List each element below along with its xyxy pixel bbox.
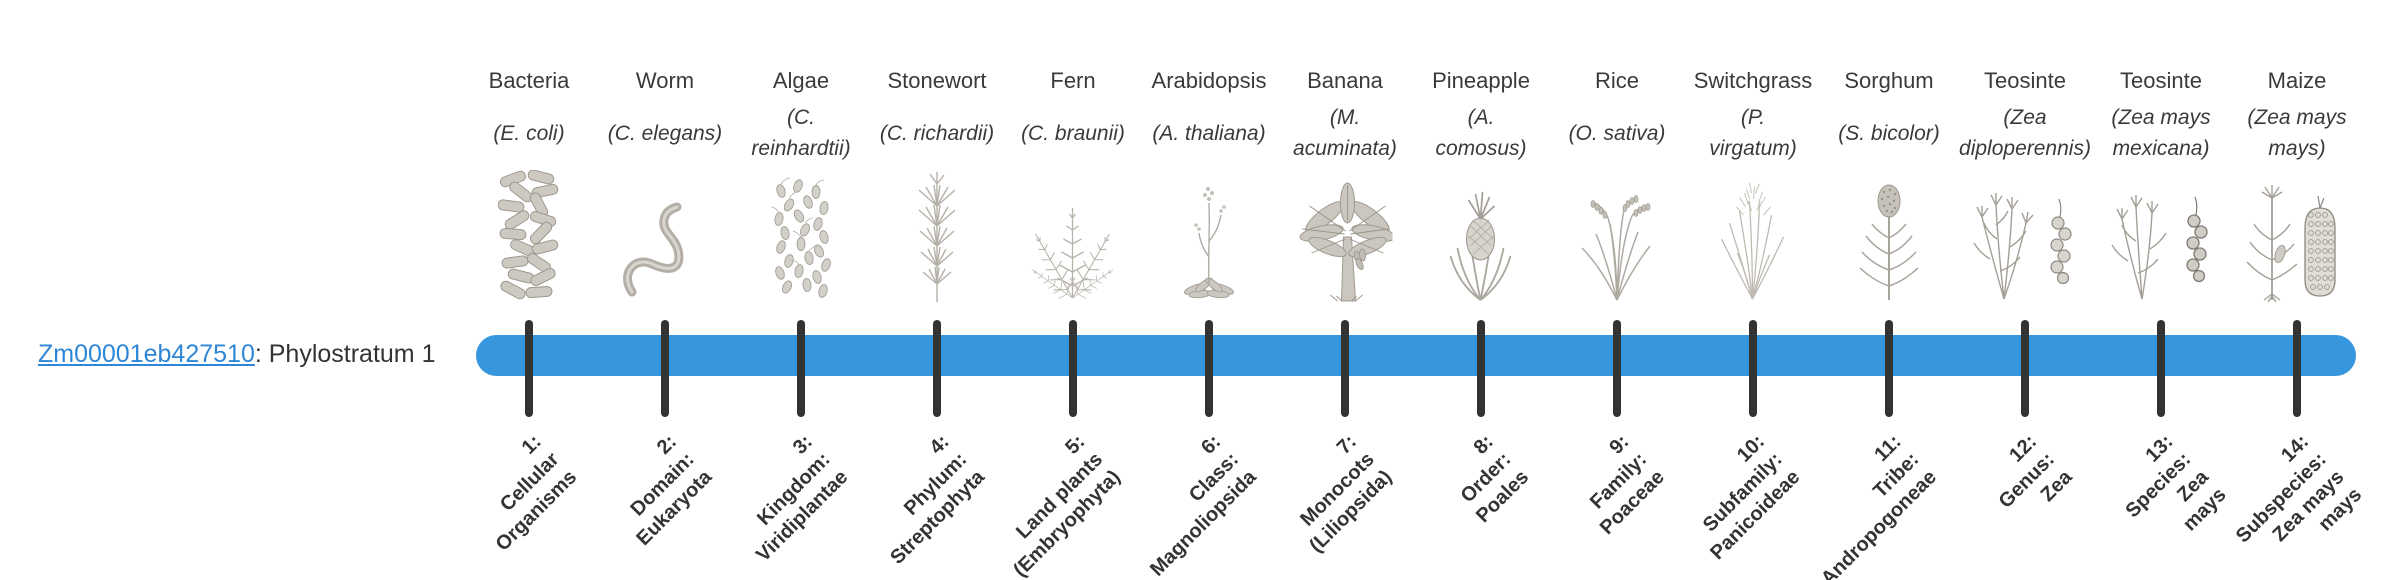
organism-column-stonewort: Stonewort (C. richardii) 4: Phylum: Stre…	[867, 0, 1007, 580]
organism-scientific-name: (S. bicolor)	[1838, 121, 1940, 145]
sorghum-image	[1854, 182, 1924, 302]
pineapple-image	[1449, 182, 1514, 302]
fern-image	[1024, 182, 1121, 306]
organism-name: Teosinte	[1984, 68, 2066, 93]
organism-scientific-name: (A. thaliana)	[1152, 121, 1266, 145]
bacteria-image	[497, 169, 560, 302]
timeline-tick	[2021, 320, 2029, 417]
teosinte-diploperennis-image	[1970, 187, 2080, 302]
stratum-label: 10: Subfamily: Panicoideae	[1699, 430, 1805, 565]
organism-column-maize: Maize (Zea mays mays)	[2227, 0, 2367, 580]
organism-scientific-name: (A. comosus)	[1435, 106, 1527, 160]
banana-image	[1298, 177, 1396, 302]
organism-name: Bacteria	[488, 68, 570, 93]
organism-name: Fern	[1050, 68, 1096, 93]
timeline-tick	[2157, 320, 2165, 417]
organism-name: Rice	[1594, 68, 1639, 93]
stratum-label: 2: Domain: Eukaryota	[626, 430, 717, 551]
gene-label: Zm00001eb427510: Phylostratum 1	[38, 340, 436, 369]
organism-column-algae: Algae (C. reinhardtii)	[731, 0, 871, 580]
organism-column-arabidopsis: Arabidopsis (A. thaliana) 6: Class: Magn…	[1139, 0, 1279, 580]
organism-scientific-name: (C. richardii)	[879, 121, 995, 145]
timeline-tick	[1885, 320, 1893, 417]
timeline-tick	[933, 320, 941, 417]
timeline-tick	[661, 320, 669, 417]
stratum-label: 12: Genus: Zea	[1994, 430, 2077, 513]
timeline-tick	[1477, 320, 1485, 417]
rice-image	[1572, 182, 1662, 302]
organism-name: Worm	[635, 68, 695, 93]
organism-name: Arabidopsis	[1151, 68, 1267, 93]
organism-name: Banana	[1307, 68, 1383, 93]
stratum-label: 8: Order: Poales	[1456, 430, 1533, 528]
timeline-tick	[525, 320, 533, 417]
organism-name: Sorghum	[1844, 68, 1934, 93]
timeline-tick	[1749, 320, 1757, 417]
organism-column-pineapple: Pineapple (A. comosus) 8: Order: Poales	[1411, 0, 1551, 580]
timeline-tick	[1341, 320, 1349, 417]
organism-name: Pineapple	[1432, 68, 1530, 93]
organism-column-teosinte-mexicana: Teosinte (Zea mays mexicana) 13: Species…	[2091, 0, 2231, 580]
timeline-tick	[1069, 320, 1077, 417]
algae-image	[770, 177, 831, 302]
organism-column-switchgrass: Switchgrass (P. virgatum) 10: Subfamily:…	[1683, 0, 1823, 580]
worm-image	[620, 202, 710, 302]
stratum-label: 14: Subspecies: Zea mays mays	[2232, 430, 2367, 548]
organism-scientific-name: (M. acuminata)	[1293, 106, 1397, 160]
maize-image	[2242, 182, 2352, 303]
phylostratum-bar	[476, 335, 2356, 376]
organism-column-bacteria: Bacteria (E. coli) 1: Cellular Organisms	[459, 0, 599, 580]
organism-column-rice: Rice (O. sativa) 9: Family: Poaceae	[1547, 0, 1687, 580]
gene-link[interactable]: Zm00001eb427510	[38, 340, 255, 368]
organism-name: Algae	[772, 68, 830, 93]
organism-name: Stonewort	[887, 68, 987, 93]
stratum-label: 3: Kingdom: Viridiplantae	[752, 430, 853, 567]
stratum-label: 13: Species: Zea mays	[2121, 430, 2231, 536]
organism-scientific-name: (E. coli)	[493, 121, 565, 145]
organism-name: Switchgrass	[1693, 68, 1813, 93]
stratum-label: 1: Cellular Organisms	[491, 430, 581, 556]
timeline-tick	[797, 320, 805, 417]
organism-scientific-name: (O. sativa)	[1568, 121, 1666, 145]
gene-label-suffix: : Phylostratum 1	[254, 340, 436, 368]
stratum-label: 4: Phylum: Streptophyta	[885, 430, 989, 569]
timeline-tick	[1205, 320, 1213, 417]
organism-name: Teosinte	[2120, 68, 2202, 93]
arabidopsis-image	[1174, 177, 1244, 302]
timeline-tick	[1613, 320, 1621, 417]
organism-column-sorghum: Sorghum (S. bicolor) 11: Tribe:	[1817, 0, 1959, 580]
switchgrass-image	[1716, 177, 1791, 302]
organism-column-fern: Fern (C. braunii) 5: Land plants (Embryo…	[1003, 0, 1143, 580]
organism-scientific-name: (C. elegans)	[607, 121, 723, 145]
organism-scientific-name: (C. reinhardtii)	[751, 106, 851, 160]
organism-scientific-name: (P. virgatum)	[1709, 106, 1797, 160]
organism-column-teosinte-diploperennis: Teosinte (Zea diploperennis) 12: Genus: …	[1955, 0, 2095, 580]
organism-scientific-name: (Zea diploperennis)	[1959, 106, 2091, 160]
organism-scientific-name: (Zea mays mays)	[2247, 106, 2347, 160]
stratum-label: 7: Monocots (Liliopsida)	[1296, 430, 1397, 558]
organism-scientific-name: (Zea mays mexicana)	[2111, 106, 2211, 160]
organism-column-banana: Banana (M. acuminata) 7	[1275, 0, 1415, 580]
teosinte-mexicana-image	[2106, 187, 2216, 302]
organism-scientific-name: (C. braunii)	[1021, 121, 1125, 145]
stratum-label: 9: Family: Poaceae	[1585, 430, 1669, 540]
stonewort-image	[909, 172, 965, 302]
organism-column-worm: Worm (C. elegans) 2: Domain: Eukaryota	[595, 0, 735, 580]
organism-name: Maize	[2267, 68, 2327, 93]
timeline-tick	[2293, 320, 2301, 417]
